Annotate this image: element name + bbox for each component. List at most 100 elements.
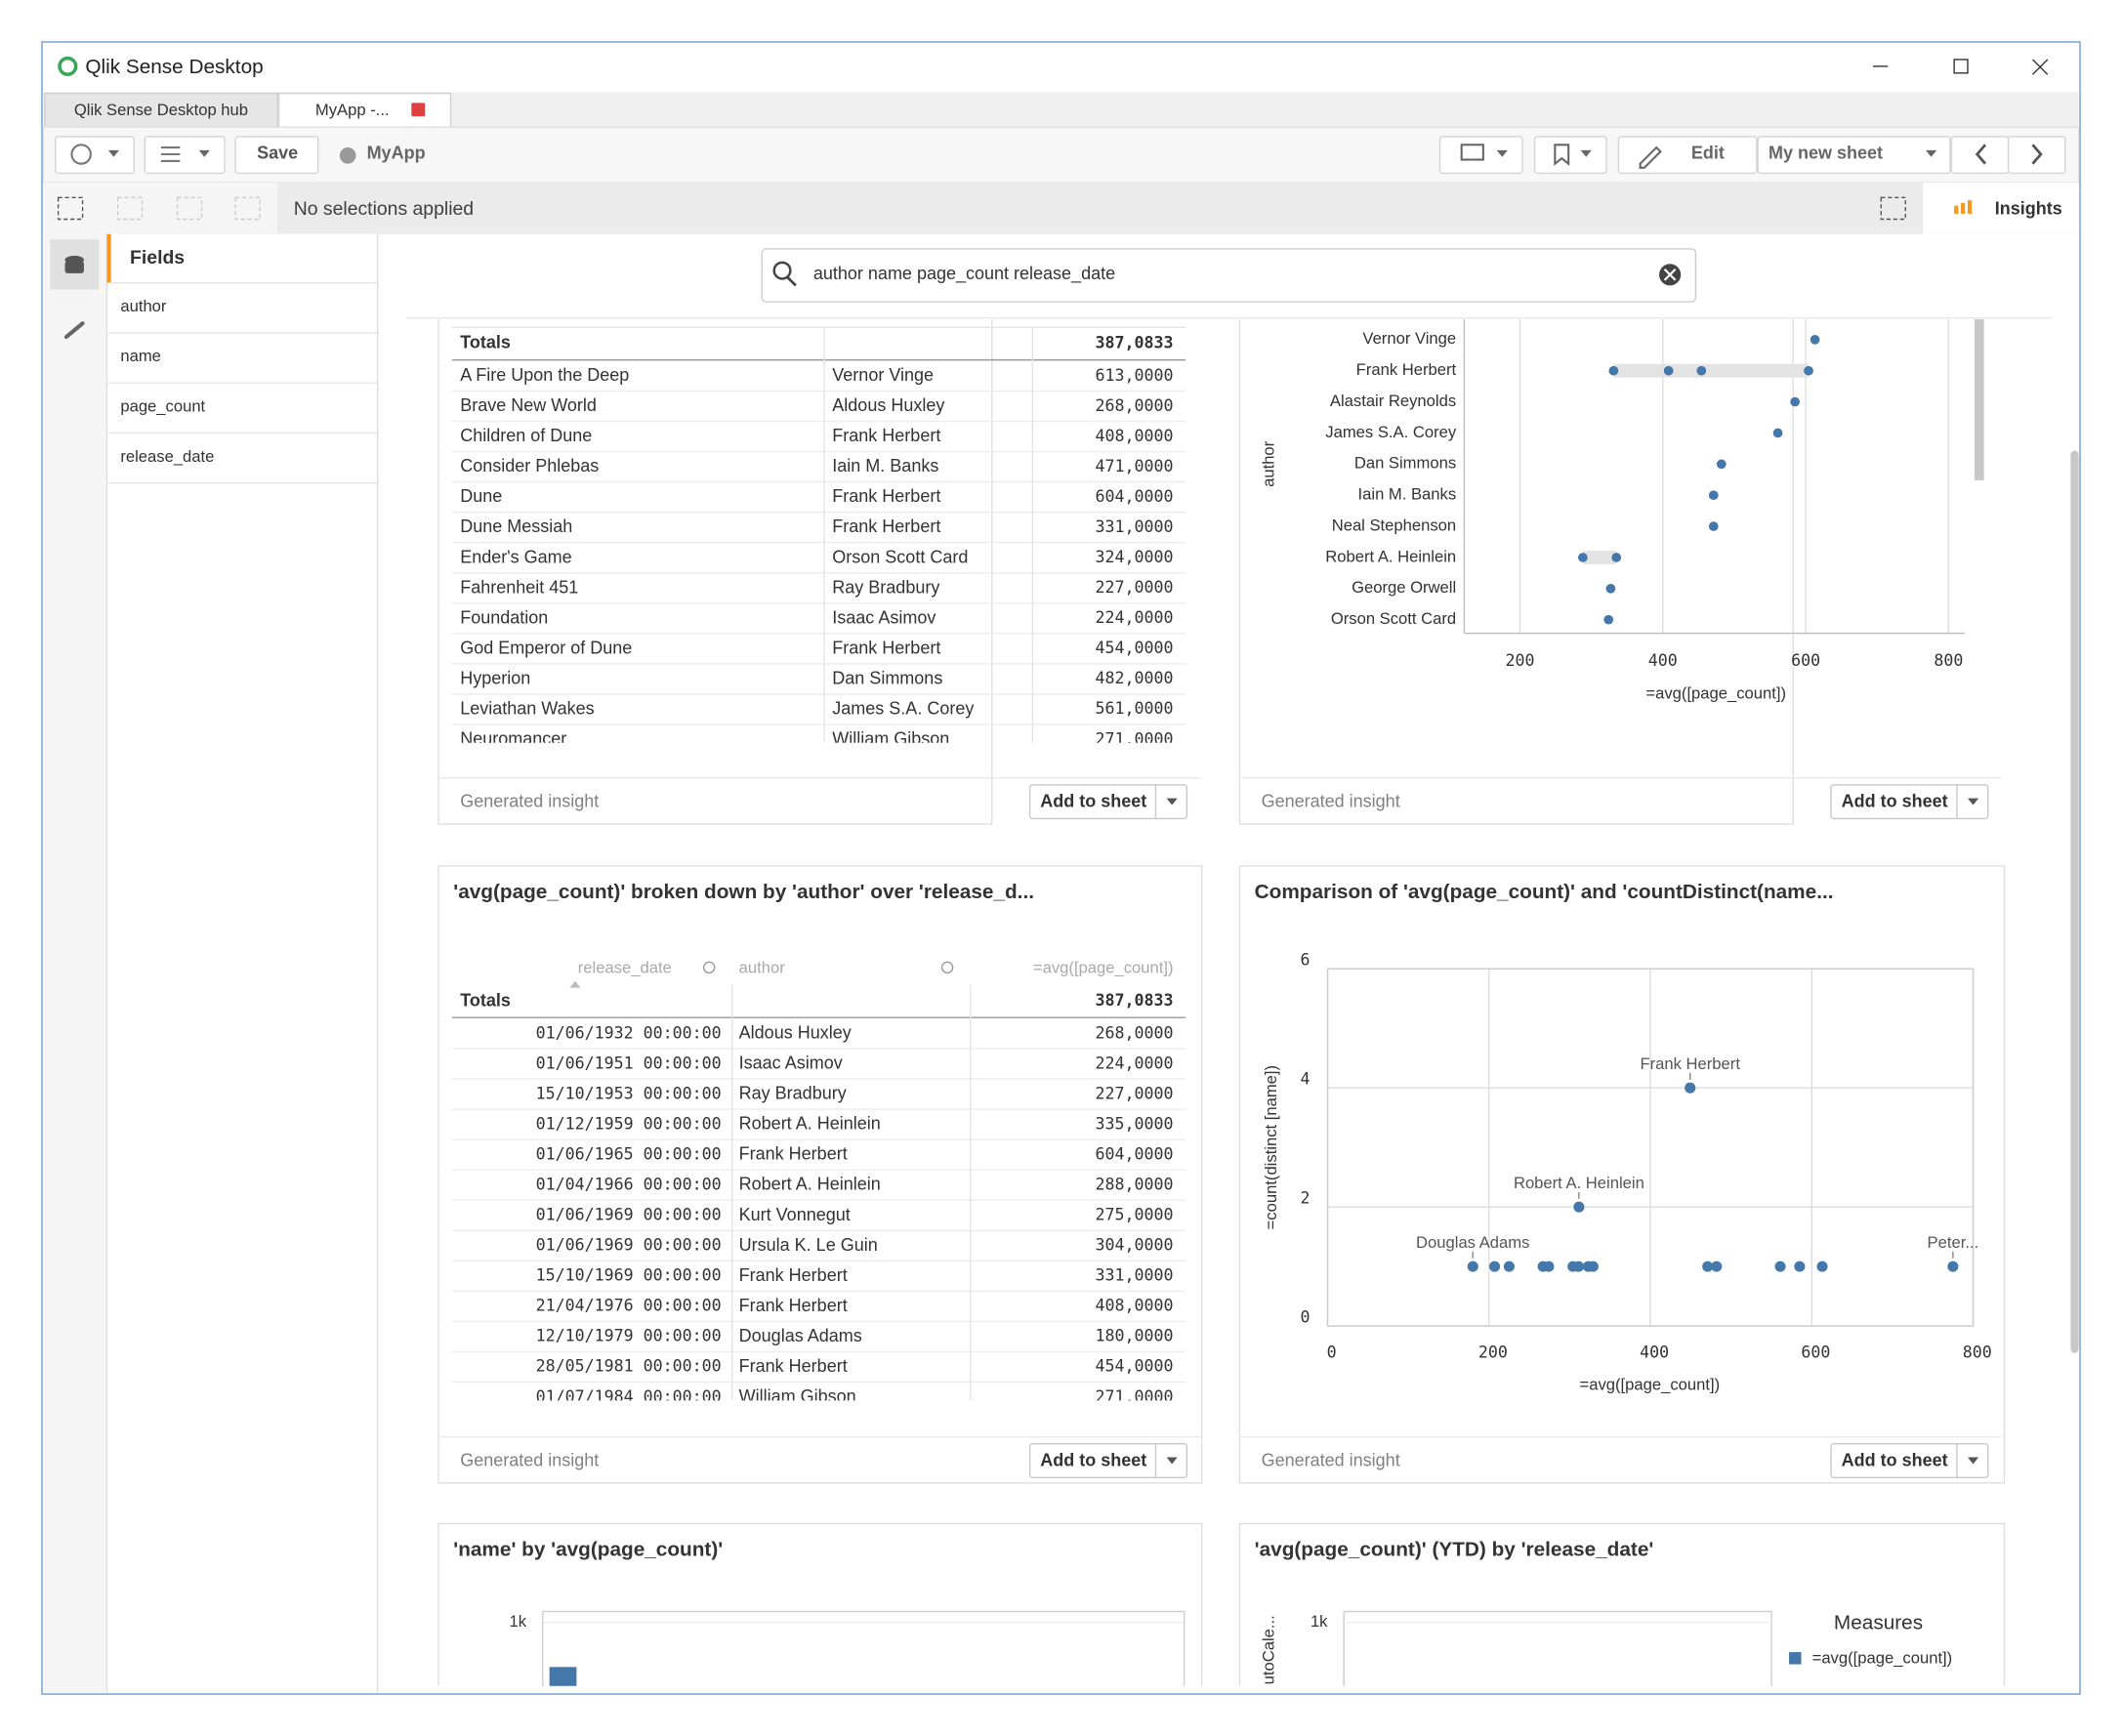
column-header: author [739,959,786,977]
table-cell: 268,0000 [1096,396,1174,415]
toolbar-button[interactable] [55,136,135,175]
add-to-sheet-label[interactable]: Add to sheet [1040,792,1146,811]
sheet-name[interactable]: My new sheet [1768,144,1883,163]
sort-indicator [569,980,581,988]
insight-card [1238,319,1794,825]
point [1774,1261,1786,1272]
field-item[interactable]: name [120,347,161,365]
toolbar-button[interactable] [1617,136,1758,175]
insights-icon [1954,205,1959,214]
table-cell: Frank Herbert [832,517,940,536]
column-search-icon [702,961,716,974]
dropdown-caret [1580,149,1592,157]
search-input[interactable]: author name page_count release_date [813,264,1115,284]
dot [1772,428,1783,438]
field-item[interactable]: release_date [120,447,214,466]
point-label: Douglas Adams [1416,1233,1529,1252]
dot [1708,521,1719,531]
table: Totals 387,0833 01/06/1932 00:00:00 Aldous … [451,959,1186,1406]
y-axis-title: author [1259,440,1277,487]
table-cell: 288,0000 [1096,1175,1174,1193]
field-item[interactable]: author [120,297,167,315]
point [1685,1082,1696,1094]
edit-button[interactable]: Edit [1691,144,1725,163]
prev-icon [1975,144,1987,165]
table-cell: 408,0000 [1096,427,1174,445]
table-cell: 331,0000 [1096,517,1174,536]
dot [1716,459,1727,470]
bookmark-icon [1554,144,1570,166]
add-to-sheet-button[interactable] [1830,784,1989,820]
table-cell: 15/10/1969 00:00:00 [536,1266,722,1285]
legend-label: =avg([page_count]) [1812,1648,1953,1667]
table-cell: 224,0000 [1096,1054,1174,1072]
y-tick-label: Alastair Reynolds [1330,392,1456,410]
add-to-sheet-label[interactable]: Add to sheet [1040,1450,1146,1469]
add-to-sheet-button[interactable] [1830,1442,1989,1479]
table-cell: Frank Herbert [739,1144,848,1164]
table-cell: 275,0000 [1096,1206,1174,1224]
column-header: =avg([page_count]) [1033,959,1174,977]
dropdown-caret [1926,149,1937,157]
dropdown-caret [198,149,210,157]
card-title: Comparison of 'avg(page_count)' and 'cou… [1255,881,1834,903]
add-to-sheet-label[interactable]: Add to sheet [1842,792,1948,811]
point [1947,1261,1959,1272]
app-icon [339,147,356,164]
table-cell: 01/06/1969 00:00:00 [536,1206,722,1224]
point [1489,1261,1501,1272]
table-cell: Children of Dune [460,426,592,445]
link-icon [63,321,85,340]
fields-accent [106,233,111,283]
x-tick-label: 800 [1963,1343,1992,1361]
table-cell: 01/06/1951 00:00:00 [536,1054,722,1072]
toolbar-button[interactable] [234,136,319,175]
card-title: 'avg(page_count)' broken down by 'author… [453,881,1034,903]
insight-card [437,1522,1203,1686]
table-cell: 01/06/1932 00:00:00 [536,1023,722,1042]
toolbar-button[interactable] [144,136,226,175]
table-cell: 15/10/1953 00:00:00 [536,1084,722,1102]
table-cell: William Gibson [832,729,949,749]
table-cell: 613,0000 [1096,366,1174,385]
next-icon [2031,144,2043,165]
point-label: Robert A. Heinlein [1514,1174,1644,1192]
y-tick-label: Iain M. Banks [1358,485,1457,504]
tab-label: MyApp -... [315,101,390,119]
y-tick-label: 1k [510,1612,527,1631]
search-icon [786,276,797,287]
toolbar-button[interactable] [1533,136,1607,175]
table-cell: A Fire Upon the Deep [460,365,629,385]
table-cell: 01/06/1965 00:00:00 [536,1144,722,1163]
insight-card [437,865,1203,1484]
column-search-icon [940,961,954,974]
database-icon [64,261,84,273]
table: Totals 387,0833 A Fire Upon the Deep Vernor… [451,326,1186,749]
dot [1804,365,1813,376]
bar [549,1667,577,1686]
x-tick-label: 600 [1801,1343,1830,1361]
toolbar-button[interactable] [1757,136,1951,175]
table-cell: Isaac Asimov [832,607,936,627]
scatter-plot: 0 200 400 600 800 0 2 4 6 =avg([page_count]) =coun… [1262,950,1992,1393]
y-tick-label: Vernor Vinge [1362,329,1456,348]
toolbar-button[interactable] [2007,136,2066,175]
card-footer: Generated insight [460,792,599,811]
add-to-sheet-label[interactable]: Add to sheet [1842,1450,1948,1469]
table-cell: 271,0000 [1096,1387,1174,1406]
table-cell: Ray Bradbury [832,577,939,597]
y-axis-title: =count(distinct [name]) [1262,1065,1280,1229]
table-cell: Ursula K. Le Guin [739,1235,878,1255]
toolbar-button[interactable] [1950,136,2010,175]
selection-tool [116,196,144,221]
selection-tool [57,196,84,221]
column-header: release_date [578,959,672,977]
insights-button[interactable]: Insights [1995,199,2062,219]
toolbar-button[interactable] [1438,136,1523,175]
field-item[interactable]: page_count [120,397,205,416]
add-to-sheet-button[interactable] [1028,784,1188,820]
card-footer: Generated insight [1262,792,1400,811]
save-button[interactable]: Save [257,144,298,163]
add-to-sheet-button[interactable] [1028,1442,1188,1479]
